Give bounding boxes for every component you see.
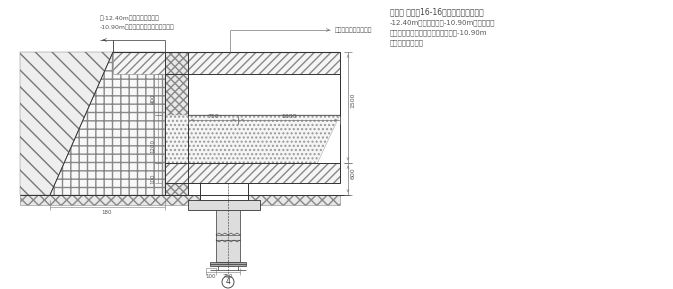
Polygon shape <box>188 200 260 210</box>
Text: 注-12.40m承台砖胎模板安装: 注-12.40m承台砖胎模板安装 <box>100 15 160 21</box>
Text: 100: 100 <box>151 173 155 184</box>
Text: 100: 100 <box>206 275 216 279</box>
Text: 说明： （以下16-16屏面图节点图为例）: 说明： （以下16-16屏面图节点图为例） <box>390 8 484 16</box>
Text: 750: 750 <box>207 114 219 119</box>
Text: 浇筑砖胎模由承台底板垄层面向上至-10.90m: 浇筑砖胎模由承台底板垄层面向上至-10.90m <box>390 30 487 36</box>
Text: 400: 400 <box>151 94 155 105</box>
Text: 750: 750 <box>223 275 234 279</box>
Polygon shape <box>113 52 340 74</box>
Text: 180: 180 <box>102 210 112 216</box>
Text: 600: 600 <box>351 167 355 179</box>
Polygon shape <box>200 183 248 200</box>
Polygon shape <box>165 163 340 183</box>
Text: -12.40m地下室底板和-10.90m底板结构同: -12.40m地下室底板和-10.90m底板结构同 <box>390 20 495 26</box>
Polygon shape <box>165 115 340 183</box>
Polygon shape <box>216 210 240 262</box>
Text: -10.90m结构底标，外侧混凝土成标高: -10.90m结构底标，外侧混凝土成标高 <box>100 24 175 30</box>
Text: 底板垄层底标高处: 底板垄层底标高处 <box>390 40 424 46</box>
Text: 4: 4 <box>225 277 230 286</box>
Polygon shape <box>165 52 188 195</box>
Polygon shape <box>210 262 246 266</box>
Text: 1200: 1200 <box>151 139 155 153</box>
Polygon shape <box>188 74 340 115</box>
Polygon shape <box>50 52 165 195</box>
Text: 该区域与密闭圈分步浇: 该区域与密闭圈分步浇 <box>335 27 372 33</box>
Text: 1500: 1500 <box>351 92 355 108</box>
Polygon shape <box>20 195 340 205</box>
Polygon shape <box>20 52 113 195</box>
Text: 1600: 1600 <box>281 114 297 119</box>
